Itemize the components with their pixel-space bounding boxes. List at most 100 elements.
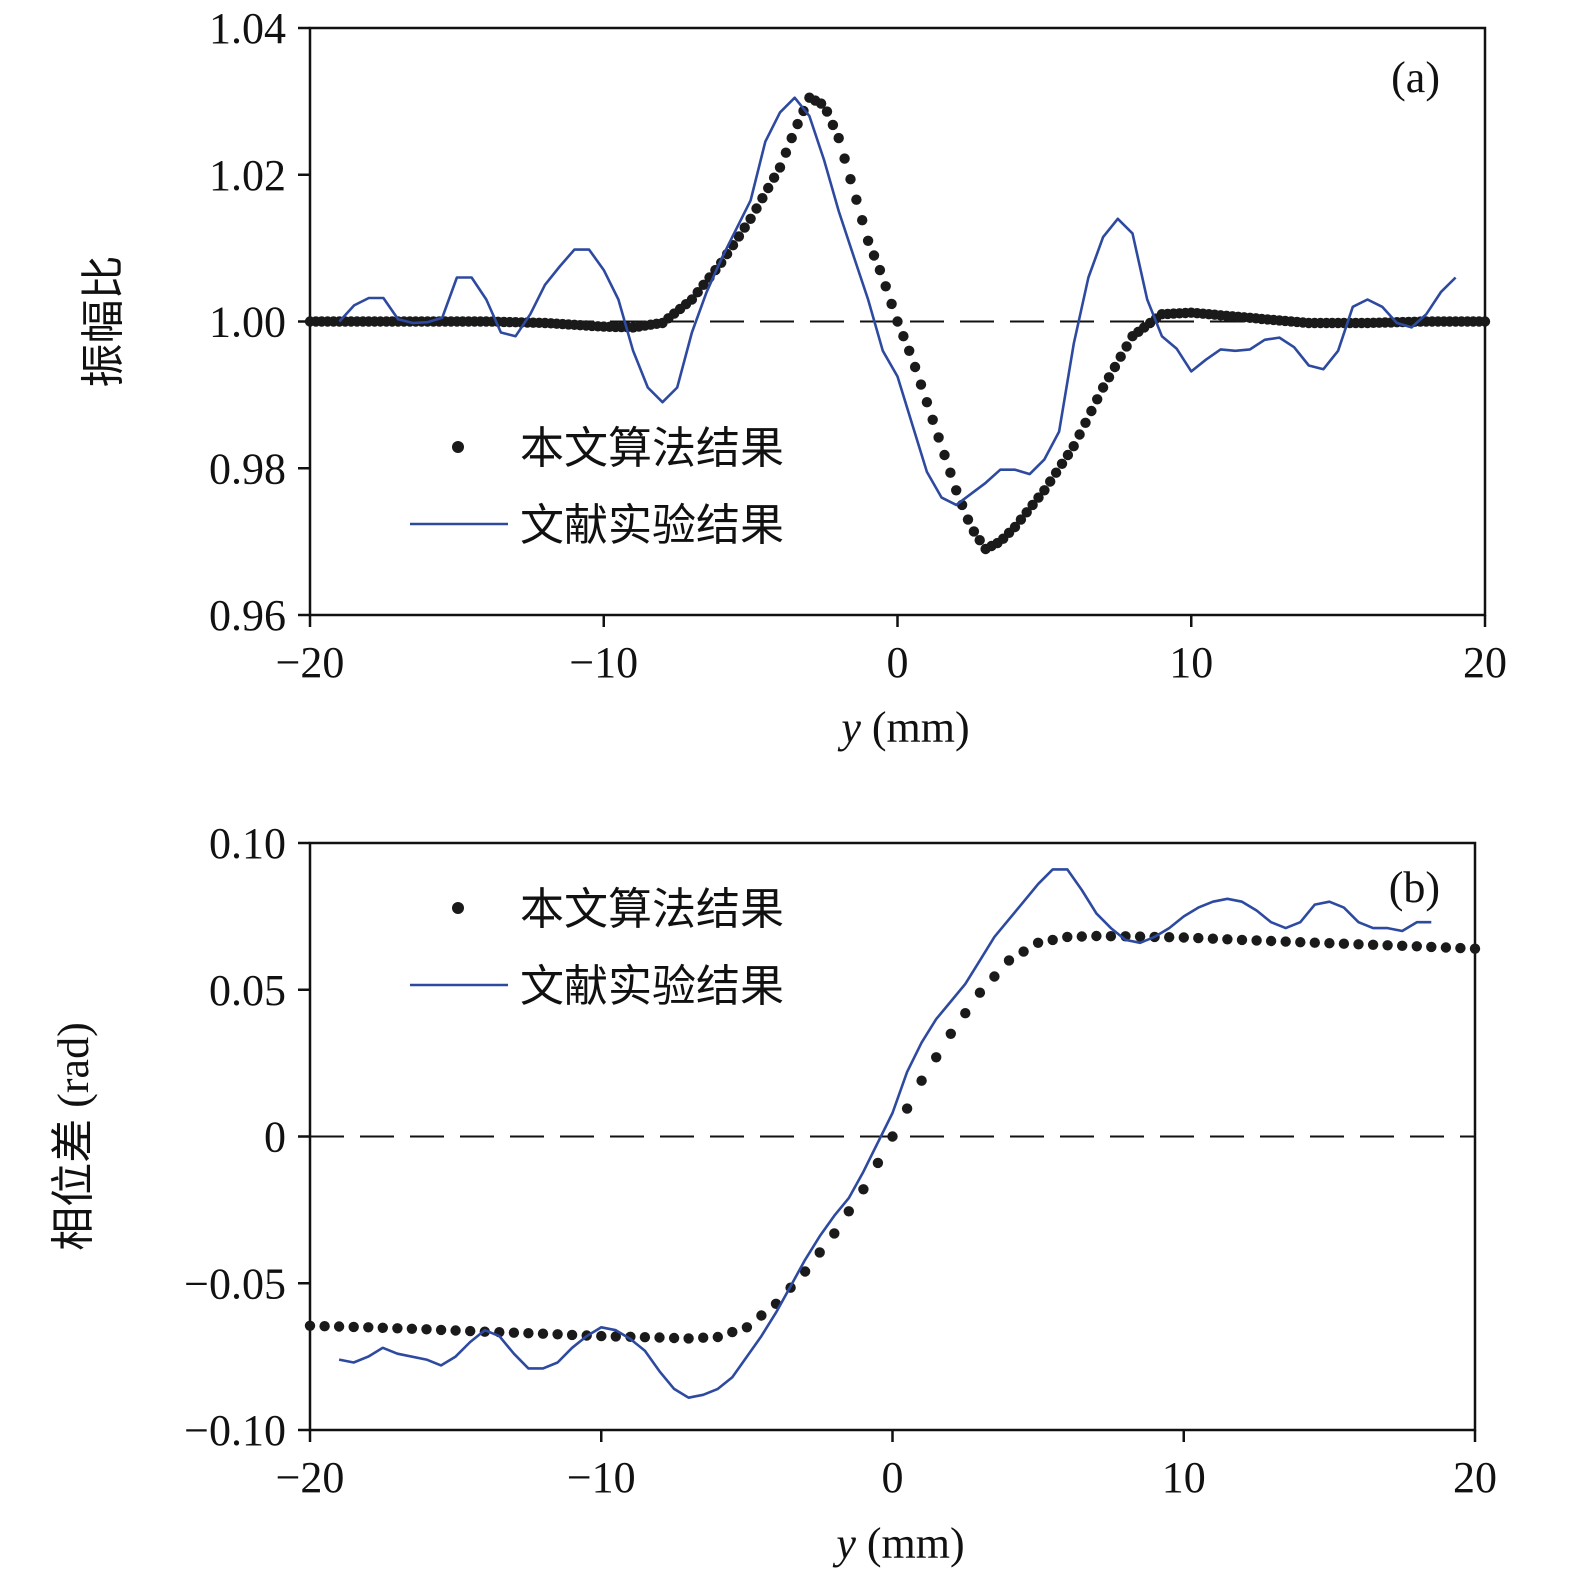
data-point [686, 294, 698, 305]
data-point [1047, 934, 1058, 946]
y-tick-label: 0 [264, 1113, 286, 1162]
series-experiment [338, 868, 1432, 1399]
data-point [1068, 441, 1079, 452]
data-point [733, 231, 745, 242]
data-point [886, 298, 897, 310]
data-point [1027, 499, 1038, 511]
series-experiment [338, 96, 1457, 507]
legend-entry: 文献实验结果 [410, 961, 784, 1012]
data-point [739, 222, 750, 233]
data-point [1033, 492, 1044, 503]
data-point [827, 119, 839, 131]
data-point [1015, 514, 1027, 525]
data-point [1115, 351, 1126, 362]
legend-entry: 文献实验结果 [410, 500, 784, 551]
data-point [654, 1332, 665, 1343]
data-point [931, 1052, 942, 1063]
data-point [962, 514, 974, 525]
data-point [363, 1322, 374, 1333]
legend-label: 文献实验结果 [520, 961, 784, 1012]
data-point [1338, 938, 1350, 949]
data-point [799, 1266, 811, 1277]
data-point [348, 1321, 359, 1333]
data-point [1018, 946, 1029, 957]
data-point [1178, 932, 1190, 943]
data-point [1086, 405, 1097, 417]
data-point [319, 1321, 330, 1332]
data-point [756, 1310, 767, 1321]
data-point [639, 1332, 651, 1343]
data-point [792, 118, 803, 130]
series-algorithm [304, 92, 1491, 555]
x-tick-label: 0 [887, 638, 909, 687]
x-tick-label: −10 [567, 1453, 636, 1502]
data-point [508, 1327, 520, 1338]
data-point [1353, 939, 1364, 950]
x-axis-title: y (mm) [837, 703, 969, 752]
data-point [904, 345, 915, 356]
data-point [968, 526, 980, 537]
data-point [839, 153, 850, 164]
data-point [1193, 932, 1204, 944]
legend-dot-marker [452, 902, 464, 914]
data-point [874, 264, 886, 276]
data-point [829, 1228, 840, 1239]
data-point [668, 1332, 680, 1344]
y-axis-title: 振幅比 [79, 256, 128, 388]
data-point [915, 379, 927, 390]
x-axis-title: y (mm) [832, 1519, 964, 1568]
data-point [1097, 382, 1109, 393]
data-point [745, 213, 756, 224]
data-point [880, 281, 891, 292]
data-point [821, 106, 833, 117]
x-axis-unit: (mm) [861, 703, 970, 752]
data-point [933, 432, 944, 443]
y-tick-label: 0.98 [209, 444, 286, 493]
data-point [1236, 934, 1248, 946]
data-point [916, 1075, 927, 1086]
y-tick-label: 0.96 [209, 591, 286, 640]
x-tick-label: −20 [276, 638, 345, 687]
data-point [304, 1320, 316, 1332]
panel-label: (a) [1391, 53, 1440, 102]
data-point [333, 1321, 345, 1332]
data-point [1382, 940, 1393, 951]
data-point [921, 397, 933, 408]
data-point [1411, 941, 1423, 952]
y-tick-label: −0.05 [184, 1259, 286, 1308]
data-point [909, 361, 921, 373]
data-point [1479, 316, 1491, 327]
data-point [1397, 940, 1408, 951]
data-point [1455, 942, 1466, 954]
data-point [845, 174, 856, 185]
data-point [843, 1206, 854, 1217]
data-point [741, 1322, 753, 1333]
legend-entry: 本文算法结果 [452, 423, 784, 474]
data-point [1251, 935, 1262, 946]
data-point [1021, 507, 1032, 518]
data-point [851, 194, 862, 205]
legend-label: 本文算法结果 [520, 884, 784, 935]
x-axis-unit: (mm) [856, 1519, 965, 1568]
data-point [815, 98, 827, 109]
data-point [945, 1028, 956, 1040]
data-point [698, 279, 709, 290]
data-point [774, 162, 786, 173]
data-point [552, 1329, 563, 1340]
data-point [435, 1324, 447, 1336]
data-point [858, 1184, 869, 1195]
data-point [596, 1330, 607, 1342]
series-algorithm [304, 930, 1481, 1344]
x-tick-label: 10 [1162, 1453, 1206, 1502]
data-point [751, 203, 762, 214]
data-point [1103, 372, 1115, 383]
y-tick-label: 0.10 [209, 819, 286, 868]
data-point [780, 147, 792, 158]
series-line [338, 868, 1432, 1399]
data-point [450, 1325, 461, 1336]
data-point [1207, 933, 1219, 944]
x-tick-label: −20 [276, 1453, 345, 1502]
y-tick-label: 1.02 [209, 151, 286, 200]
data-point [406, 1323, 418, 1335]
data-point [945, 467, 956, 478]
